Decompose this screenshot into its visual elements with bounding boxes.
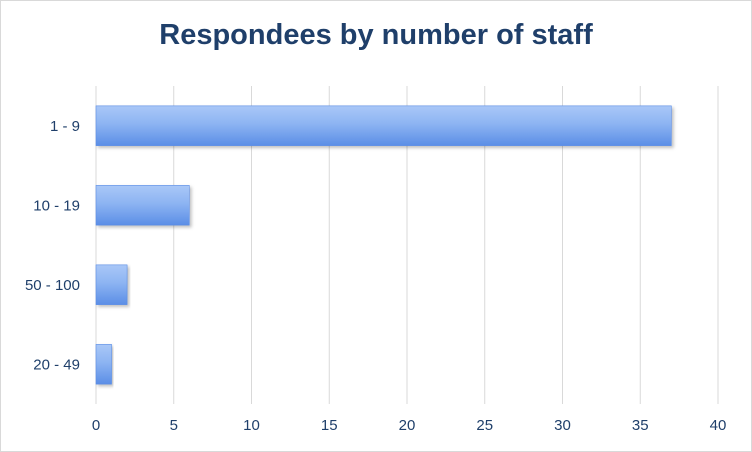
x-tick-label: 35 — [632, 417, 649, 434]
x-tick-label: 10 — [243, 417, 260, 434]
category-label: 1 - 9 — [50, 118, 80, 135]
bar — [95, 185, 190, 226]
category-label: 20 - 49 — [33, 356, 80, 373]
bar — [95, 105, 672, 146]
category-label: 50 - 100 — [25, 277, 80, 294]
x-tick-label: 30 — [554, 417, 571, 434]
x-tick-label: 25 — [476, 417, 493, 434]
category-label: 10 - 19 — [33, 197, 80, 214]
x-tick-label: 15 — [321, 417, 338, 434]
x-tick-label: 40 — [710, 417, 727, 434]
bar — [95, 264, 128, 305]
x-tick-label: 0 — [92, 417, 100, 434]
bar — [95, 344, 112, 385]
chart-title: Respondees by number of staff — [159, 19, 593, 51]
x-tick-label: 20 — [399, 417, 416, 434]
x-tick-label: 5 — [170, 417, 178, 434]
